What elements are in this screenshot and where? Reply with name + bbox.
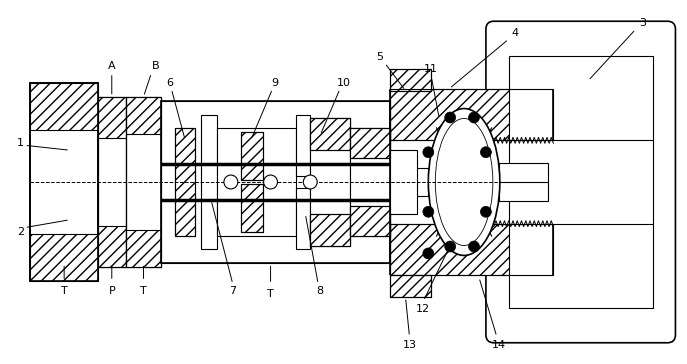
Text: 8: 8: [317, 286, 324, 296]
Bar: [98, 97, 126, 138]
Text: 11: 11: [425, 64, 438, 74]
Bar: [126, 230, 161, 267]
Text: 12: 12: [416, 304, 431, 314]
Bar: [350, 128, 390, 158]
Text: 9: 9: [271, 78, 278, 88]
Text: A: A: [108, 61, 115, 71]
Text: B: B: [152, 61, 159, 71]
Bar: [98, 97, 126, 267]
Circle shape: [303, 175, 317, 189]
Text: 7: 7: [229, 286, 236, 296]
Circle shape: [469, 112, 480, 123]
Bar: [30, 83, 98, 281]
Bar: [350, 128, 390, 158]
Bar: [414, 168, 429, 196]
Bar: [390, 224, 554, 275]
Bar: [311, 214, 350, 245]
Text: 10: 10: [337, 78, 351, 88]
Text: 13: 13: [403, 340, 416, 350]
Text: 1: 1: [17, 138, 24, 148]
Text: T: T: [140, 286, 147, 296]
Bar: [126, 97, 161, 267]
Text: T: T: [60, 286, 67, 296]
Text: 14: 14: [492, 340, 506, 350]
Bar: [311, 119, 350, 150]
Bar: [390, 89, 554, 140]
Bar: [240, 184, 262, 232]
Bar: [350, 128, 390, 236]
Bar: [350, 206, 390, 236]
Bar: [201, 115, 217, 249]
Bar: [390, 224, 554, 275]
Circle shape: [423, 248, 433, 259]
Circle shape: [423, 206, 433, 217]
Bar: [98, 226, 126, 267]
Bar: [175, 128, 195, 236]
Ellipse shape: [429, 108, 500, 256]
Circle shape: [469, 241, 480, 252]
Bar: [311, 214, 350, 245]
Bar: [509, 56, 653, 308]
Bar: [126, 97, 161, 267]
Bar: [161, 100, 390, 264]
Bar: [390, 275, 431, 297]
Bar: [390, 69, 431, 91]
Bar: [217, 128, 296, 236]
Bar: [30, 234, 98, 281]
Circle shape: [264, 175, 278, 189]
Bar: [30, 83, 98, 281]
Bar: [126, 97, 161, 134]
Circle shape: [444, 112, 455, 123]
FancyBboxPatch shape: [486, 21, 675, 343]
Text: 2: 2: [17, 227, 24, 237]
Bar: [161, 100, 390, 264]
Bar: [30, 83, 98, 130]
Ellipse shape: [436, 119, 493, 245]
Text: 4: 4: [511, 28, 518, 38]
Circle shape: [444, 241, 455, 252]
Bar: [390, 69, 431, 91]
Bar: [311, 119, 350, 150]
Circle shape: [480, 206, 491, 217]
Bar: [296, 188, 311, 249]
Text: 5: 5: [376, 52, 383, 62]
Bar: [499, 163, 548, 201]
Bar: [240, 132, 262, 180]
Bar: [98, 97, 126, 267]
Bar: [350, 206, 390, 236]
Text: 6: 6: [166, 78, 173, 88]
Text: P: P: [109, 286, 115, 296]
Bar: [390, 89, 554, 140]
Bar: [296, 115, 311, 176]
Bar: [390, 275, 431, 297]
Circle shape: [224, 175, 238, 189]
Bar: [390, 150, 418, 214]
Bar: [240, 132, 262, 180]
Circle shape: [423, 147, 433, 158]
Circle shape: [480, 147, 491, 158]
Bar: [240, 184, 262, 232]
Bar: [175, 128, 195, 236]
Bar: [311, 119, 350, 245]
Text: T: T: [267, 289, 274, 299]
Text: 3: 3: [639, 18, 646, 28]
